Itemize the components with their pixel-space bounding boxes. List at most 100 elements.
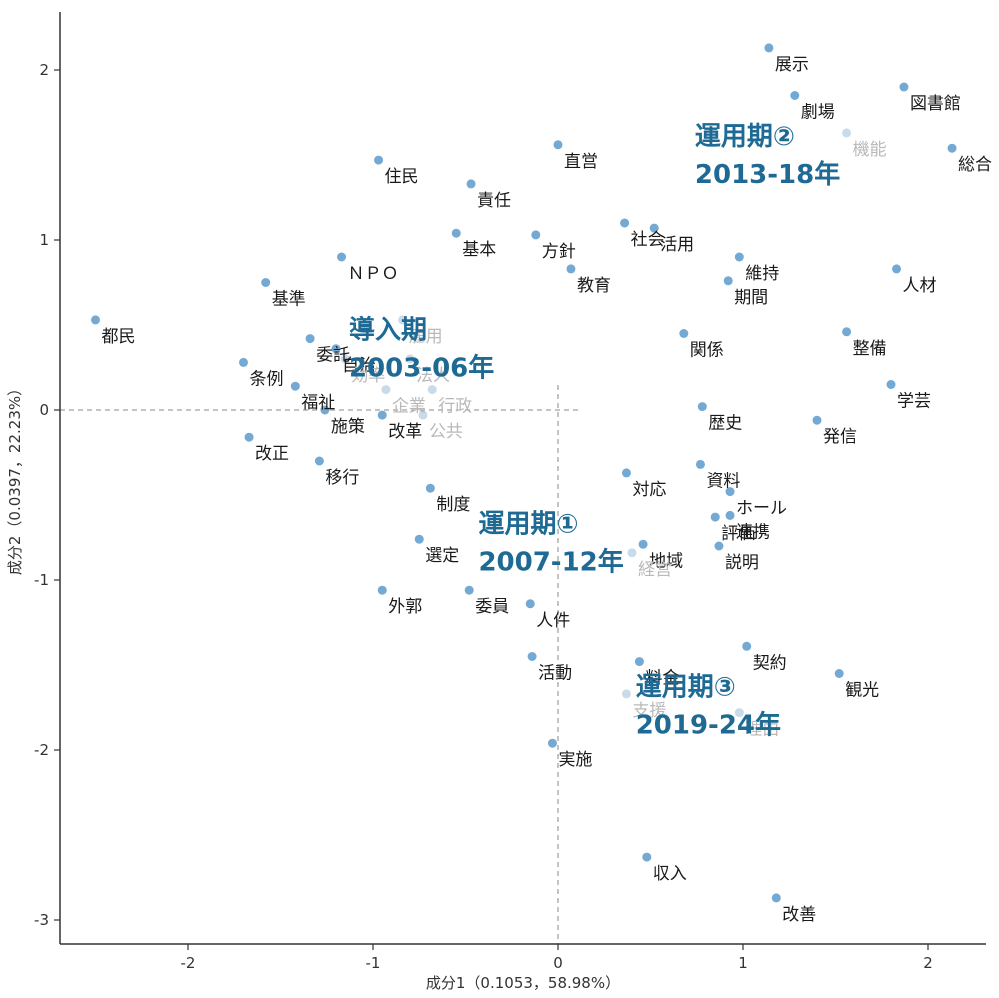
word-label: 対応 <box>632 480 666 500</box>
x-tick-label: -1 <box>366 954 381 972</box>
word-label: 施策 <box>331 417 365 437</box>
data-point <box>525 599 535 609</box>
data-point <box>553 140 563 150</box>
word-label: 地域 <box>649 551 683 571</box>
period-label-name: 運用期① <box>478 509 578 539</box>
x-tick-label: 1 <box>738 954 748 972</box>
data-point <box>290 381 300 391</box>
data-point <box>679 329 689 338</box>
word-label: 委員 <box>475 597 509 617</box>
word-label: 住民 <box>385 167 419 187</box>
data-point <box>320 405 330 415</box>
word-label: 歴史 <box>708 414 742 434</box>
word-label: ＮＰＯ <box>348 264 399 284</box>
period-label-name: 運用期② <box>695 122 795 152</box>
data-point <box>790 91 800 100</box>
word-label: 移行 <box>325 468 359 488</box>
word-label: 責任 <box>477 191 511 211</box>
period-label-years: 2013-18年 <box>695 159 840 190</box>
word-label: 整備 <box>853 339 887 359</box>
data-point <box>531 230 541 240</box>
data-point <box>764 43 774 53</box>
word-label: 期間 <box>734 288 768 308</box>
word-label: 制度 <box>436 495 470 515</box>
data-point <box>466 179 476 189</box>
word-label: 観光 <box>845 681 879 701</box>
data-point <box>649 223 659 233</box>
word-label: 連携 <box>736 522 770 542</box>
data-point <box>742 641 752 651</box>
word-label: 方針 <box>542 242 576 262</box>
y-ticks: 2 1 0 -1 -2 -3 <box>34 61 60 929</box>
data-point <box>638 539 648 549</box>
data-point <box>892 264 902 274</box>
data-point <box>771 893 781 903</box>
x-axis-title: 成分1（0.1053，58.98%） <box>426 974 620 992</box>
x-tick-label: 2 <box>923 954 933 972</box>
word-label: 基準 <box>272 290 306 310</box>
word-label: 選定 <box>425 546 459 566</box>
word-label: 発信 <box>823 427 857 447</box>
word-label: 教育 <box>577 276 611 296</box>
word-label: 活動 <box>538 664 572 684</box>
word-label: 収入 <box>653 864 687 884</box>
data-point <box>418 410 428 420</box>
y-tick-label: 2 <box>39 61 49 79</box>
data-point <box>464 585 474 595</box>
data-point <box>566 264 576 274</box>
data-point <box>947 143 957 153</box>
data-point <box>812 415 822 425</box>
y-axis-title: 成分2（0.0397，22.23%） <box>6 381 24 575</box>
data-point <box>398 315 408 325</box>
data-point <box>734 252 744 262</box>
word-label: 維持 <box>745 264 779 284</box>
data-point <box>886 380 896 389</box>
word-label: 改善 <box>782 905 816 925</box>
data-point <box>340 354 350 364</box>
word-label: 外郭 <box>388 597 422 617</box>
word-label: 福祉 <box>301 393 335 413</box>
word-label: 契約 <box>753 653 787 673</box>
data-point <box>405 354 415 364</box>
word-label: 自治 <box>342 356 376 376</box>
period-label-name: 導入期 <box>349 315 427 346</box>
word-label: 学芸 <box>897 392 931 412</box>
word-label: 機能 <box>853 140 887 160</box>
data-point <box>842 128 852 138</box>
data-point <box>723 276 733 286</box>
data-point <box>620 218 630 228</box>
y-tick-label: -1 <box>34 571 49 589</box>
data-point <box>377 410 387 420</box>
data-point <box>842 327 852 337</box>
data-point <box>642 852 652 862</box>
data-point <box>734 708 744 718</box>
word-label: 展示 <box>775 55 809 75</box>
word-label: 支援 <box>632 701 666 721</box>
data-point <box>710 512 720 522</box>
data-point <box>714 541 724 551</box>
data-point <box>627 548 637 558</box>
word-label: 社会 <box>631 230 665 250</box>
data-point <box>451 228 461 238</box>
data-point <box>381 385 391 395</box>
word-label: 人材 <box>903 276 937 296</box>
data-point <box>425 483 435 493</box>
data-point <box>834 669 844 678</box>
word-label: 関係 <box>690 341 724 361</box>
period-label-years: 2019-24年 <box>636 710 781 741</box>
data-point <box>314 456 324 466</box>
data-point <box>427 385 437 395</box>
word-label: 公共 <box>429 422 463 442</box>
word-label: 資料 <box>706 471 740 491</box>
data-point <box>244 432 254 442</box>
word-label: 劇場 <box>801 103 835 123</box>
word-label: 基本 <box>462 240 496 260</box>
word-label: 図書館 <box>910 94 961 114</box>
data-point <box>725 510 735 520</box>
data-point <box>695 459 705 469</box>
period-label-name: 運用期③ <box>636 673 736 703</box>
data-point <box>377 585 387 595</box>
